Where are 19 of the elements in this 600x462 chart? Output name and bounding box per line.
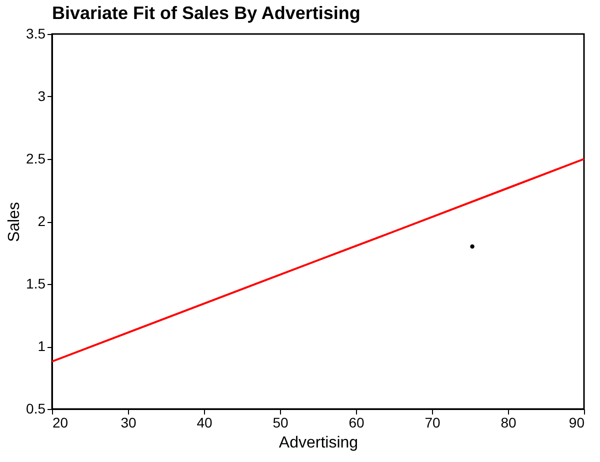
x-tick-label: 80: [500, 414, 516, 430]
line-series: [51, 158, 585, 362]
chart-title: Bivariate Fit of Sales By Advertising: [52, 3, 360, 23]
y-tick-label: 2: [38, 213, 46, 229]
y-axis-title: Sales: [6, 202, 24, 242]
y-tick-label: 1: [38, 338, 46, 354]
y-tick-label: 0.5: [26, 400, 46, 416]
x-tick-label: 70: [424, 414, 440, 430]
x-axis-title: Advertising: [278, 434, 358, 452]
y-tick-label: 1.5: [26, 276, 46, 292]
x-tick-label: 20: [52, 414, 68, 430]
x-tick-label: 50: [272, 414, 288, 430]
x-tick-label: 30: [120, 414, 136, 430]
x-tick-label: 60: [348, 414, 364, 430]
y-tick-label: 3.5: [26, 26, 46, 42]
x-tick-label: 90: [568, 414, 585, 430]
y-tick-label: 3: [38, 88, 46, 104]
x-tick-label: 40: [196, 414, 212, 430]
y-tick-label: 2.5: [26, 150, 46, 166]
